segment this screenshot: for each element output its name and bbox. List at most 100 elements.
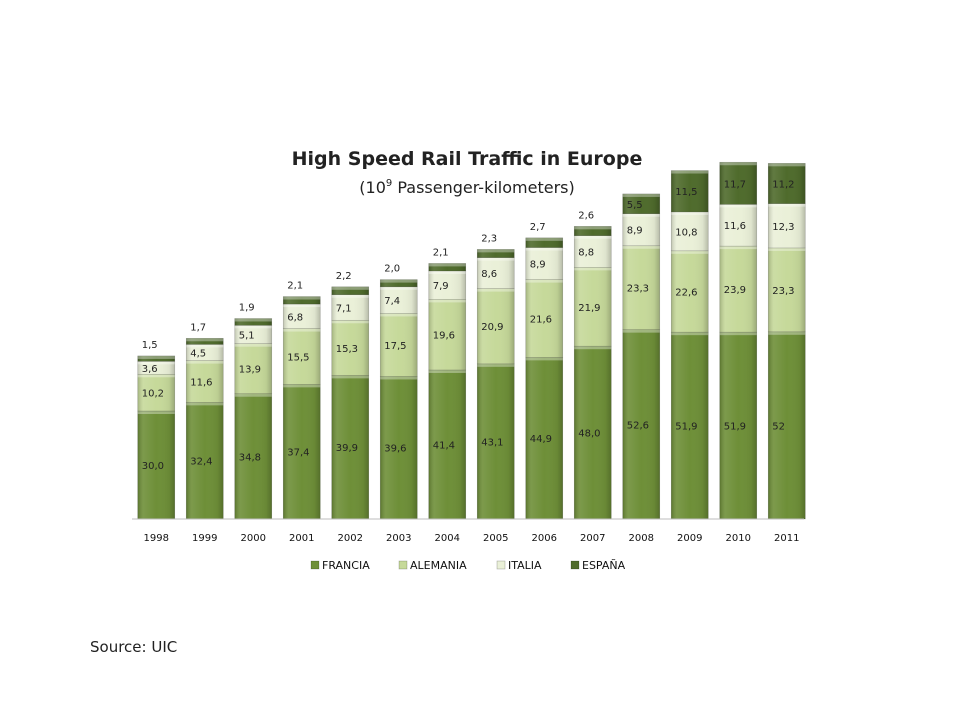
bar-shade-alemania-2005 [477, 288, 515, 364]
bar-shade-alemania-2006 [525, 279, 563, 358]
legend-swatch-italia [496, 560, 506, 570]
legend: FRANCIA ALEMANIA ITALIA ESPAÑA [310, 559, 626, 572]
legend-swatch-francia [310, 560, 320, 570]
bar-bevel-alemania-2001 [283, 328, 321, 332]
bar-bevel-españa-1998 [137, 355, 175, 359]
bar-bevel-francia-2010 [719, 332, 757, 336]
bar-shade-italia-2005 [477, 257, 515, 289]
bar-shade-alemania-2003 [380, 313, 418, 377]
bar-bevel-francia-2006 [525, 357, 563, 361]
data-label-alemania-2008: 23,3 [627, 284, 649, 295]
bar-shade-españa-2009 [671, 170, 709, 212]
subtitle-suffix: Passenger-kilometers) [392, 178, 574, 197]
bar-bevel-alemania-2008 [622, 245, 660, 249]
data-label-españa-1998: 1,5 [142, 340, 158, 351]
data-label-francia-2005: 43,1 [481, 437, 503, 448]
bar-shade-alemania-2008 [622, 245, 660, 330]
data-label-italia-2004: 7,9 [433, 281, 449, 292]
data-label-alemania-2007: 21,9 [578, 303, 600, 314]
bar-bevel-francia-2004 [428, 369, 466, 373]
bar-bevel-alemania-2000 [234, 343, 272, 347]
bar-shade-francia-2008 [622, 329, 660, 519]
x-axis-ticks: 1998 1999 2000 2001 2002 2003 2004 2005 2006 2007… [144, 533, 800, 544]
source-note: Source: UIC [90, 638, 178, 656]
bar-shade-alemania-2001 [283, 328, 321, 385]
legend-swatch-alemania [398, 560, 408, 570]
data-label-españa-2002: 2,2 [336, 271, 352, 282]
data-label-francia-2004: 41,4 [433, 440, 455, 451]
bar-shade-francia-2011 [768, 331, 806, 519]
data-label-españa-2007: 2,6 [578, 210, 594, 221]
data-label-alemania-2004: 19,6 [433, 331, 455, 342]
data-label-francia-2010: 51,9 [724, 422, 746, 433]
legend-label-alemania: ALEMANIA [410, 559, 467, 572]
data-label-españa-2004: 2,1 [433, 247, 449, 258]
bar-shade-alemania-1999 [186, 360, 224, 403]
bar-bevel-francia-2000 [234, 393, 272, 397]
bar-bevel-italia-2008 [622, 213, 660, 217]
bar-bevel-italia-1999 [186, 344, 224, 348]
bar-bevel-italia-2005 [477, 257, 515, 261]
data-label-italia-1998: 3,6 [142, 364, 158, 375]
bar-shade-francia-2001 [283, 384, 321, 519]
data-label-francia-2003: 39,6 [384, 444, 406, 455]
bar-bevel-alemania-1999 [186, 360, 224, 364]
data-label-italia-2007: 8,8 [578, 248, 594, 259]
data-label-españa-2011: 11,2 [772, 179, 794, 190]
data-label-italia-2005: 8,6 [481, 269, 497, 280]
bar-bevel-españa-2007 [574, 226, 612, 230]
data-label-alemania-2003: 17,5 [384, 341, 406, 352]
bar-bevel-italia-2004 [428, 270, 466, 274]
bars-group: 30,0 10,2 3,6 1,5 32,4 11,6 4,5 1,7 34,8 13,9 5,1 1… [137, 161, 806, 520]
bar-shade-italia-2001 [283, 304, 321, 329]
data-label-italia-2009: 10,8 [675, 227, 697, 238]
chart-subtitle: (109 Passenger-kilometers) [359, 178, 574, 197]
bar-shade-alemania-2011 [768, 247, 806, 332]
bar-shade-italia-2004 [428, 270, 466, 300]
bar-bevel-italia-2006 [525, 247, 563, 251]
bar-shade-italia-2007 [574, 235, 612, 268]
data-label-italia-2010: 11,6 [724, 221, 746, 232]
data-label-alemania-2005: 20,9 [481, 322, 503, 333]
data-label-españa-2008: 5,5 [627, 200, 643, 211]
bar-bevel-francia-1999 [186, 402, 224, 406]
data-label-francia-2009: 51,9 [675, 422, 697, 433]
data-label-españa-2005: 2,3 [481, 233, 497, 244]
chart-title: High Speed Rail Traffic in Europe [292, 148, 643, 170]
data-label-italia-2011: 12,3 [772, 222, 794, 233]
bar-bevel-alemania-2004 [428, 299, 466, 303]
data-label-francia-1998: 30,0 [142, 461, 164, 472]
bar-bevel-alemania-2009 [671, 250, 709, 254]
bar-shade-italia-2008 [622, 213, 660, 246]
bar-shade-francia-2003 [380, 376, 418, 519]
bar-shade-italia-1999 [186, 344, 224, 361]
data-label-alemania-2010: 23,9 [724, 285, 746, 296]
bar-bevel-alemania-2003 [380, 313, 418, 317]
bar-shade-españa-2000 [234, 318, 272, 326]
bar-shade-francia-2000 [234, 393, 272, 519]
bar-shade-españa-1999 [186, 338, 224, 345]
bar-shade-alemania-2004 [428, 299, 466, 370]
data-label-españa-2009: 11,5 [675, 187, 697, 198]
bar-bevel-francia-2005 [477, 363, 515, 367]
bar-shade-alemania-1998 [137, 374, 175, 411]
bar-shade-españa-2008 [622, 193, 660, 214]
data-label-italia-2003: 7,4 [384, 296, 400, 307]
bar-shade-españa-2001 [283, 296, 321, 305]
data-label-españa-2003: 2,0 [384, 264, 400, 275]
bar-shade-italia-2000 [234, 325, 272, 344]
data-label-francia-2002: 39,9 [336, 443, 358, 454]
bar-shade-francia-1998 [137, 411, 175, 519]
bar-bevel-francia-2001 [283, 384, 321, 388]
data-label-italia-1999: 4,5 [190, 349, 206, 360]
x-tick-2011: 2011 [774, 533, 799, 544]
bar-shade-españa-2005 [477, 249, 515, 258]
bar-bevel-españa-2010 [719, 162, 757, 166]
bar-bevel-italia-1998 [137, 361, 175, 365]
data-label-españa-2010: 11,7 [724, 179, 746, 190]
data-label-francia-2008: 52,6 [627, 420, 649, 431]
bar-shade-alemania-2010 [719, 246, 757, 333]
x-tick-2007: 2007 [580, 533, 605, 544]
bar-shade-españa-2004 [428, 263, 466, 271]
bar-bevel-españa-2008 [622, 193, 660, 197]
